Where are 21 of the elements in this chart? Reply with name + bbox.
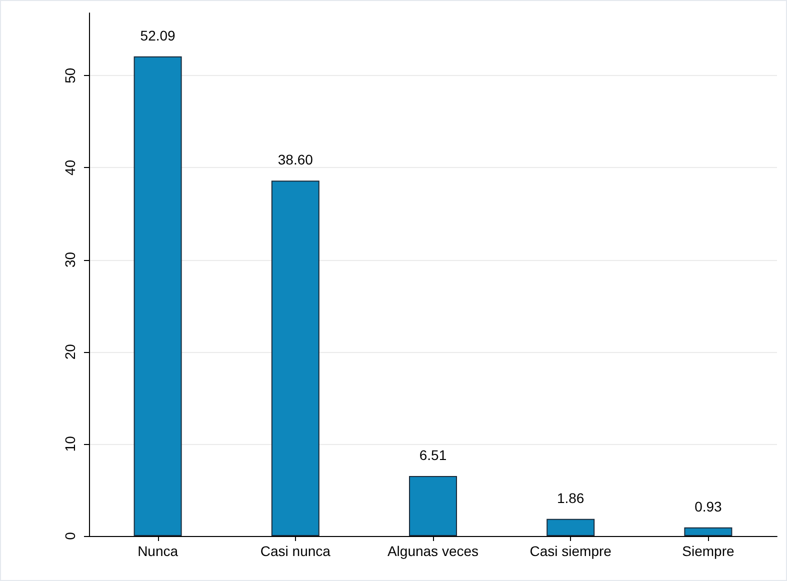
x-tick-label: Casi siempre [530,543,612,559]
data-label: 52.09 [140,27,176,44]
y-tick-label: 40 [62,160,78,176]
bar [271,180,320,536]
x-tick-label: Casi nunca [260,543,331,559]
data-label: 0.93 [694,498,722,514]
y-tick-label: 50 [62,68,78,84]
y-tick-label: 10 [62,436,78,452]
bar [134,56,182,536]
x-tick-label: Algunas veces [387,543,479,559]
x-tick-label: Nunca [138,543,178,559]
bar [546,518,595,536]
y-tick-label: 30 [62,252,78,268]
bar [684,527,732,536]
data-label: 6.51 [419,447,447,464]
y-tick-label: 0 [62,532,78,540]
data-label: 38.60 [278,152,314,168]
y-tick-label: 20 [62,344,78,360]
data-label: 1.86 [556,490,584,506]
x-tick-label: Siempre [682,543,734,559]
bar [409,476,457,536]
